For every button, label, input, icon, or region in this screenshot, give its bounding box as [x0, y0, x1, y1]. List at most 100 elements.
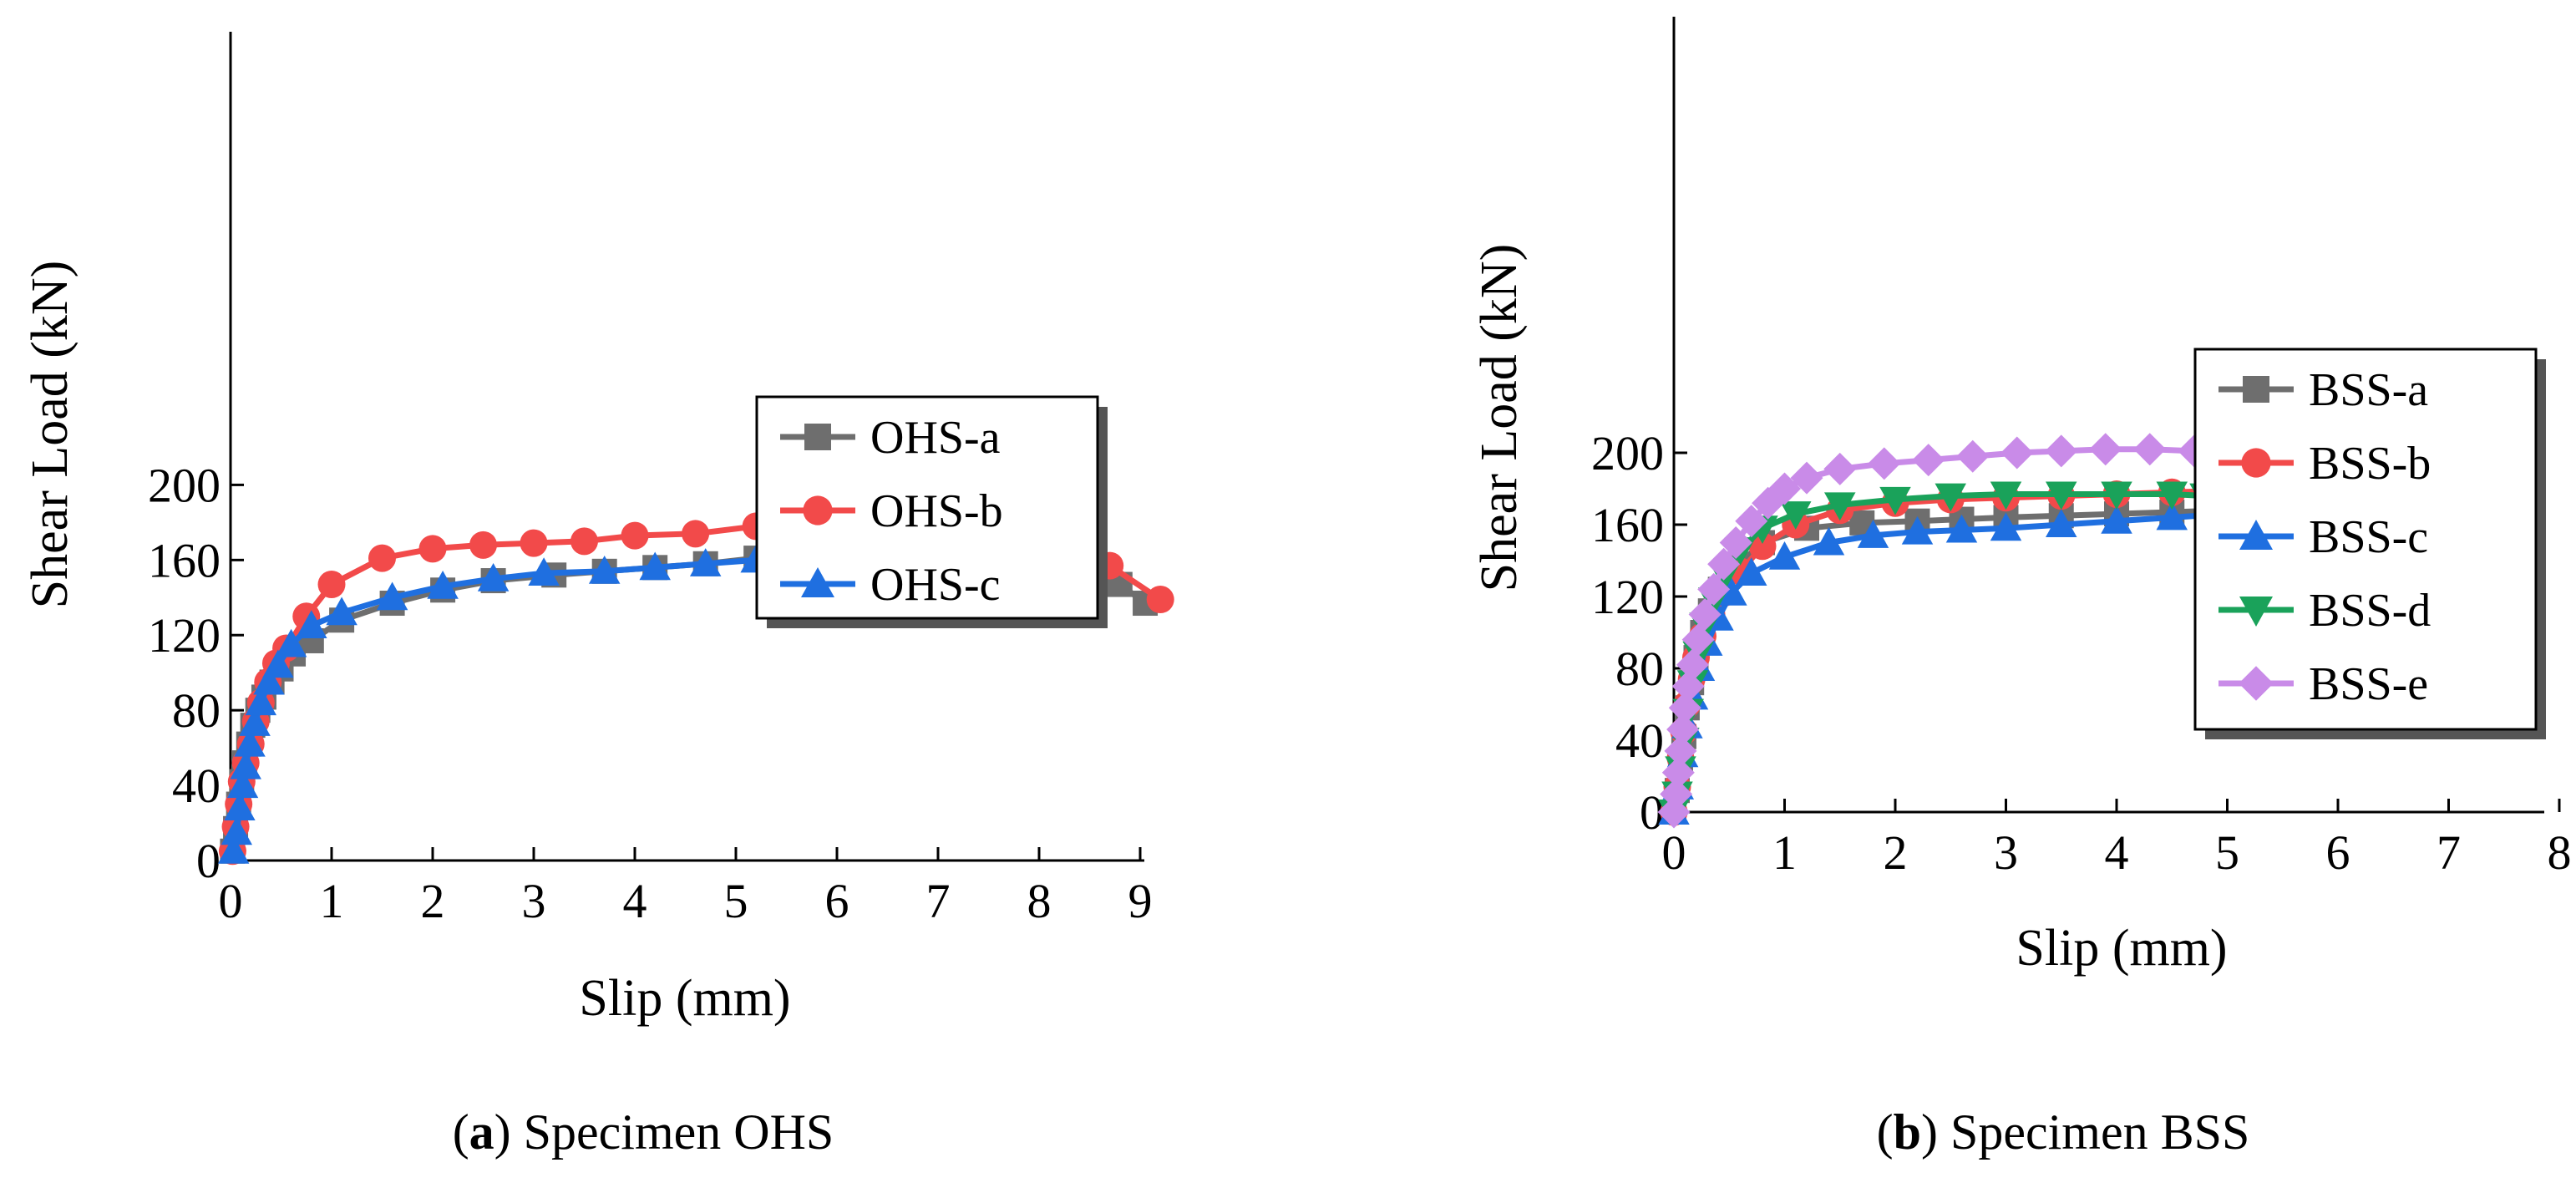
data-point — [2156, 501, 2188, 531]
data-point — [1857, 520, 1889, 548]
data-point — [2089, 433, 2122, 466]
legend-item-bss-d: BSS-d — [2219, 585, 2431, 637]
x-tick-label: 0 — [219, 874, 243, 928]
x-tick-label: 7 — [926, 874, 951, 928]
x-tick-label: 1 — [1772, 825, 1797, 880]
data-point — [262, 649, 294, 678]
legend-swatch-marker — [2239, 666, 2274, 701]
data-point — [1676, 648, 1710, 682]
data-point — [1668, 691, 1701, 724]
x-tick-label: 3 — [522, 874, 546, 928]
legend-item-bss-b: BSS-b — [2219, 438, 2431, 490]
x-tick-label: 5 — [2215, 825, 2239, 880]
data-point — [234, 728, 266, 757]
data-point — [221, 816, 253, 845]
legend-item-bss-a: BSS-a — [2219, 364, 2428, 416]
legend-label: OHS-b — [870, 485, 1003, 537]
data-point — [1901, 515, 1934, 545]
data-point — [2046, 481, 2077, 510]
data-point — [520, 529, 548, 557]
data-point — [1716, 576, 1747, 606]
data-point — [296, 610, 327, 638]
legend-label: BSS-c — [2309, 511, 2428, 563]
data-point — [2101, 505, 2132, 534]
x-axis-title: Slip (mm) — [579, 970, 790, 1027]
legend-label: OHS-a — [870, 412, 1001, 464]
data-point — [1735, 505, 1768, 538]
x-tick-label: 6 — [2326, 825, 2350, 880]
data-point — [226, 769, 259, 799]
data-point — [1824, 492, 1856, 521]
data-point — [689, 548, 722, 576]
data-point — [368, 544, 396, 572]
data-point — [528, 557, 560, 586]
y-tick-label: 80 — [172, 683, 221, 738]
y-axis-title: Shear Load (kN) — [1471, 244, 1528, 592]
chart-panel-ohs: 0 1 2 3 4 5 6 7 8 9 0 40 80 120 160 200 Slip (mm) Shear… — [22, 32, 1174, 1160]
data-point — [1879, 486, 1911, 515]
y-tick-label: 40 — [1615, 713, 1664, 768]
x-tick-label: 5 — [724, 874, 748, 928]
legend-item-ohs-a: OHS-a — [780, 412, 1001, 464]
data-point — [1990, 512, 2022, 541]
legend-swatch-marker — [2239, 597, 2273, 627]
data-point — [1146, 586, 1174, 614]
legend-item-bss-e: BSS-e — [2219, 658, 2428, 710]
data-point — [1912, 444, 1945, 477]
legend-swatch-marker — [801, 567, 834, 597]
caption: (a) Specimen OHS — [453, 1104, 834, 1160]
legend-swatch-marker — [2243, 376, 2269, 403]
x-tick-label: 8 — [1027, 874, 1052, 928]
x-tick-label: 0 — [1662, 825, 1686, 880]
data-point — [1748, 532, 1777, 561]
y-tick-label: 200 — [148, 458, 221, 512]
data-point — [2133, 433, 2167, 466]
y-tick-label: 120 — [148, 608, 221, 663]
data-point — [1661, 756, 1695, 789]
x-tick-label: 6 — [825, 874, 849, 928]
x-axis-title: Slip (mm) — [2016, 920, 2227, 977]
data-point — [253, 666, 285, 695]
caption: (b) Specimen BSS — [1877, 1104, 2250, 1160]
data-point — [1768, 541, 1801, 570]
legend-label: BSS-a — [2309, 364, 2428, 416]
data-point — [1681, 623, 1715, 657]
data-point — [1671, 670, 1705, 703]
legend-swatch-marker — [2241, 448, 2271, 478]
data-point — [1823, 452, 1857, 485]
data-point — [1736, 557, 1767, 586]
x-tick-label: 4 — [623, 874, 647, 928]
legend-swatch-marker — [2239, 520, 2273, 550]
data-point — [477, 563, 510, 591]
data-point — [1868, 447, 1901, 480]
data-point — [1956, 439, 1990, 473]
x-tick-label: 7 — [2437, 825, 2461, 880]
data-point — [1935, 483, 1966, 512]
data-point — [639, 551, 671, 581]
legend-swatch-marker — [804, 424, 831, 450]
axis-tick-labels: 0 1 2 3 4 5 6 7 8 9 0 40 80 120 160 200 — [148, 458, 1153, 928]
data-point — [588, 556, 621, 584]
data-point — [1813, 526, 1845, 556]
y-tick-label: 200 — [1591, 426, 1664, 480]
y-tick-label: 160 — [148, 533, 221, 587]
data-point — [621, 521, 649, 550]
data-point — [1697, 572, 1731, 606]
data-point — [217, 835, 250, 864]
data-point — [1666, 713, 1700, 746]
data-point — [1780, 501, 1812, 530]
data-point — [239, 708, 271, 736]
data-point — [1707, 547, 1741, 581]
data-point — [1664, 734, 1697, 768]
data-point — [224, 792, 256, 821]
y-tick-label: 80 — [1615, 642, 1664, 696]
data-point — [1688, 598, 1722, 631]
data-point — [230, 750, 261, 779]
x-tick-label: 3 — [1994, 825, 2018, 880]
data-point — [245, 687, 277, 716]
legend: BSS-a BSS-b BSS-c BSS-d BSS-e — [2193, 348, 2546, 739]
legend-label: OHS-c — [870, 559, 1001, 611]
x-tick-label: 8 — [2548, 825, 2572, 880]
